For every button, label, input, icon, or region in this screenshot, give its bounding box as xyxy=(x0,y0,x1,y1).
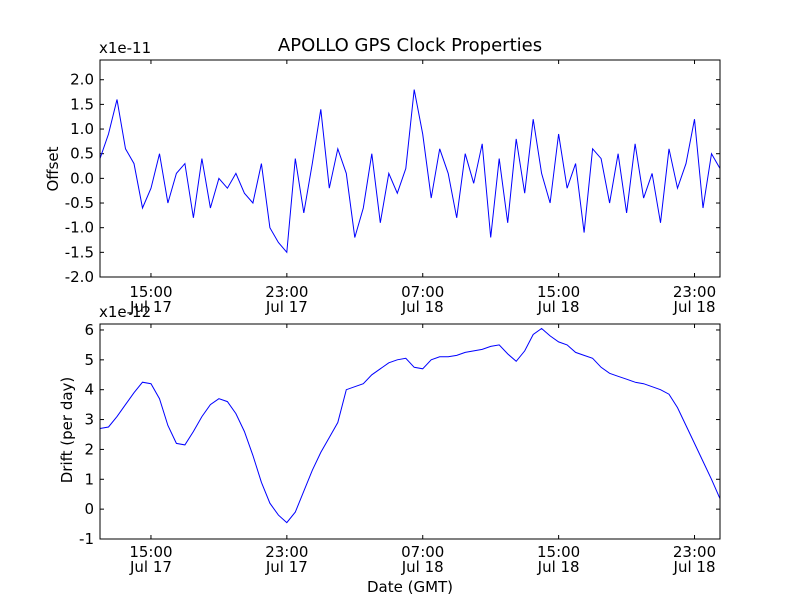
offset-axes-frame xyxy=(99,59,721,278)
offset-y-tick-label: 0.5 xyxy=(70,145,94,163)
drift-x-tick-time-label: 23:00 xyxy=(673,543,716,561)
offset-x-tick-date-label: Jul 18 xyxy=(401,298,444,316)
offset-x-tick-time-label: 15:00 xyxy=(537,283,580,301)
drift-y-tick-label: 3 xyxy=(84,411,94,429)
drift-y-ticks: -1 0 1 2 3 4 5 6 xyxy=(79,321,720,548)
offset-y-tick-label: 1.5 xyxy=(70,95,94,113)
drift-x-tick-time-label: 07:00 xyxy=(401,543,444,561)
offset-panel: x1e-11 Offset -2.0 -1.5 -1.0 -0.5 0.0 0.5 1.0 1… xyxy=(44,39,721,316)
offset-x-tick-date-label: Jul 18 xyxy=(673,298,716,316)
drift-x-tick-date-label: Jul 17 xyxy=(129,558,172,576)
offset-y-tick-label: 2.0 xyxy=(70,71,94,89)
offset-x-tick-date-label: Jul 18 xyxy=(537,298,580,316)
offset-axis-scale-label: x1e-11 xyxy=(99,39,151,57)
offset-x-tick-date-label: Jul 17 xyxy=(265,298,308,316)
offset-x-tick-time-label: 23:00 xyxy=(673,283,716,301)
offset-x-tick-time-label: 23:00 xyxy=(265,283,308,301)
offset-y-tick-label: 0.0 xyxy=(70,169,94,187)
x-axis-label: Date (GMT) xyxy=(367,578,453,596)
drift-axes-frame xyxy=(99,323,721,540)
drift-x-tick-date-label: Jul 18 xyxy=(673,558,716,576)
drift-y-tick-label: 4 xyxy=(84,381,94,399)
chart-title: APOLLO GPS Clock Properties xyxy=(278,35,542,56)
drift-x-tick-time-label: 15:00 xyxy=(537,543,580,561)
drift-y-tick-label: 6 xyxy=(84,321,94,339)
drift-y-tick-label: 0 xyxy=(84,500,94,518)
offset-y-tick-label: 1.0 xyxy=(70,120,94,138)
drift-y-tick-label: 5 xyxy=(84,351,94,369)
drift-y-tick-label: 1 xyxy=(84,470,94,488)
offset-x-tick-date-label: Jul 17 xyxy=(129,298,172,316)
drift-y-axis-label: Drift (per day) xyxy=(58,377,76,484)
offset-y-axis-label: Offset xyxy=(44,146,62,191)
drift-x-tick-date-label: Jul 18 xyxy=(537,558,580,576)
drift-x-tick-date-label: Jul 18 xyxy=(401,558,444,576)
offset-x-tick-time-label: 07:00 xyxy=(401,283,444,301)
offset-y-tick-label: -1.5 xyxy=(65,243,94,261)
drift-series-line xyxy=(99,327,721,524)
drift-x-tick-time-label: 15:00 xyxy=(129,543,172,561)
drift-y-tick-label: 2 xyxy=(84,440,94,458)
drift-x-tick-date-label: Jul 17 xyxy=(265,558,308,576)
offset-y-tick-label: -1.0 xyxy=(65,219,94,237)
offset-series-line xyxy=(99,89,721,254)
drift-x-tick-time-label: 23:00 xyxy=(265,543,308,561)
offset-y-ticks: -2.0 -1.5 -1.0 -0.5 0.0 0.5 1.0 1.5 2.0 xyxy=(65,71,720,286)
offset-y-tick-label: -2.0 xyxy=(65,268,94,286)
offset-y-tick-label: -0.5 xyxy=(65,194,94,212)
drift-y-tick-label: -1 xyxy=(79,530,94,548)
offset-x-tick-time-label: 15:00 xyxy=(129,283,172,301)
drift-axis-scale-label: x1e-12 xyxy=(99,303,151,321)
